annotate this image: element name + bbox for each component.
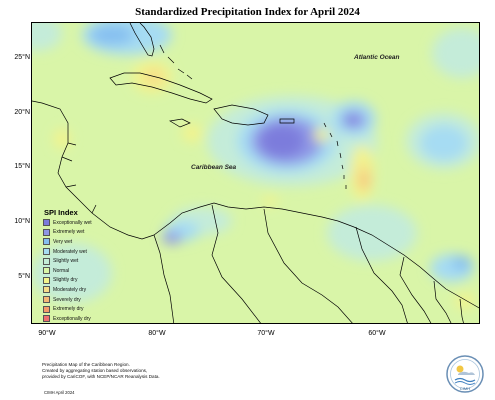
legend-label: Extremely wet xyxy=(53,229,85,236)
lat-label-5n: 5°N xyxy=(18,273,30,280)
legend-title: SPI Index xyxy=(44,208,78,217)
legend-item: Exceptionally wet xyxy=(43,218,101,228)
footnote-line-2: Created by aggregating station based obs… xyxy=(42,368,148,373)
legend-swatch xyxy=(43,286,50,294)
legend-label: Exceptionally dry xyxy=(53,315,91,322)
legend-label: Normal xyxy=(53,267,70,274)
legend-swatch xyxy=(43,267,50,275)
legend-label: Moderately dry xyxy=(53,286,87,293)
legend-rows: Exceptionally wet Extremely wet Very wet Mo… xyxy=(43,218,101,324)
legend-label: Very wet xyxy=(53,238,73,245)
legend-item: Very wet xyxy=(43,237,101,247)
legend-label: Moderately wet xyxy=(53,248,87,255)
legend-swatch xyxy=(43,228,50,236)
legend-item: Slightly dry xyxy=(43,276,101,286)
footnote-line-3: provided by CariCOF, with NCEP/NCAR Rean… xyxy=(42,374,160,379)
legend-item: Severely dry xyxy=(43,295,101,305)
page-title: Standardized Precipitation Index for Apr… xyxy=(135,6,360,18)
caribbean-sea-label: Caribbean Sea xyxy=(191,164,237,171)
legend-item: Normal xyxy=(43,266,101,276)
spi-legend: SPI Index Exceptionally wet Extremely wet… xyxy=(43,208,101,324)
cimh-logo: CIMH xyxy=(446,355,484,393)
legend-swatch xyxy=(43,305,50,313)
legend-label: Exceptionally wet xyxy=(53,219,92,226)
spi-map xyxy=(32,23,479,323)
lon-label-60w: 60°W xyxy=(368,330,386,337)
lat-label-15n: 15°N xyxy=(14,163,30,170)
legend-swatch xyxy=(43,276,50,284)
lon-label-70w: 70°W xyxy=(257,330,275,337)
legend-item: Moderately wet xyxy=(43,247,101,257)
lon-label-90w: 90°W xyxy=(38,330,56,337)
lat-label-20n: 20°N xyxy=(14,109,30,116)
legend-item: Extremely dry xyxy=(43,304,101,314)
legend-label: Slightly dry xyxy=(53,277,78,284)
coastlines xyxy=(32,23,479,323)
logo-text: CIMH xyxy=(460,386,470,391)
legend-label: Slightly wet xyxy=(53,258,79,265)
legend-swatch xyxy=(43,315,50,323)
legend-item: Exceptionally dry xyxy=(43,314,101,324)
lon-label-80w: 80°W xyxy=(148,330,166,337)
atlantic-ocean-label: Atlantic Ocean xyxy=(354,54,400,61)
footnote-line-1: Precipitation Map of the Caribbean Regio… xyxy=(42,362,130,367)
footnote: Precipitation Map of the Caribbean Regio… xyxy=(42,362,302,380)
lat-label-10n: 10°N xyxy=(14,218,30,225)
legend-swatch xyxy=(43,219,50,227)
legend-item: Moderately dry xyxy=(43,285,101,295)
legend-label: Extremely dry xyxy=(53,306,84,313)
footnote-date: CIMH April 2024 xyxy=(44,390,75,395)
map-frame xyxy=(31,22,480,324)
legend-swatch xyxy=(43,257,50,265)
legend-item: Extremely wet xyxy=(43,228,101,238)
legend-swatch xyxy=(43,238,50,246)
legend-swatch xyxy=(43,296,50,304)
legend-swatch xyxy=(43,248,50,256)
lat-label-25n: 25°N xyxy=(14,54,30,61)
legend-label: Severely dry xyxy=(53,296,81,303)
legend-item: Slightly wet xyxy=(43,256,101,266)
